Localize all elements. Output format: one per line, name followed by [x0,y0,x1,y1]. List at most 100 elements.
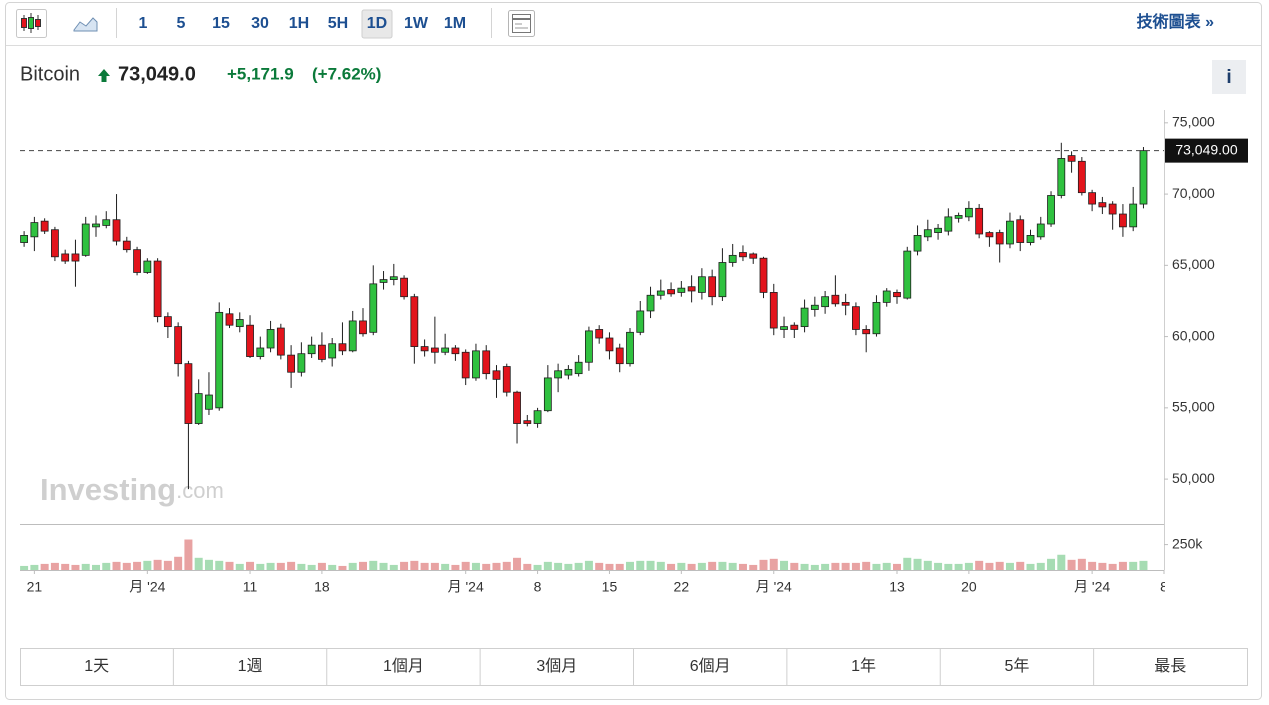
last-price: 73,049.0 [118,63,196,85]
volume-bar [338,565,347,570]
interval-button[interactable]: 15 [212,15,230,32]
candle-body [297,353,306,373]
candle-body [502,366,511,393]
volume-bar [30,564,39,570]
range-button[interactable]: 1天 [84,658,109,675]
candle-body [923,229,932,238]
info-icon[interactable]: i [1226,67,1231,88]
x-tick-label: 22 [674,579,690,595]
volume-bar [81,563,90,570]
interval-button[interactable]: 5H [328,15,348,32]
volume-bar [780,560,789,570]
volume-bar [882,562,891,570]
interval-button[interactable]: 1D [367,15,387,32]
technical-chart-link[interactable]: 技術圖表 » [1137,12,1214,31]
volume-bar [184,539,193,570]
range-button[interactable]: 最長 [1154,657,1186,675]
range-button[interactable]: 5年 [1004,657,1029,675]
volume-bar [1047,558,1056,570]
candle-body [656,290,665,296]
candle-body [533,410,542,424]
volume-bar [389,564,398,570]
volume-bar [810,564,819,570]
volume-bar [708,561,717,570]
candle-body [728,254,737,263]
range-button[interactable]: 1個月 [383,657,424,675]
candle-body [944,216,953,232]
volume-bar [995,561,1004,570]
interval-active-bg[interactable] [361,9,393,39]
interval-button[interactable]: 30 [251,15,269,32]
info-button[interactable] [1212,60,1246,94]
volume-bar [379,562,388,570]
table-tool[interactable] [508,10,535,37]
watermark: Investing.com [40,472,224,507]
candle-body [1026,235,1035,243]
range-button[interactable]: 1年 [851,657,876,675]
interval-button[interactable]: 1 [139,15,148,32]
candle-body [492,370,501,380]
volume-bar [831,562,840,570]
range-button[interactable]: 3個月 [536,657,577,675]
interval-button[interactable]: 1M [444,15,466,32]
icon-part [21,18,27,28]
range-button[interactable]: 6個月 [690,657,731,675]
candle-body [759,257,768,293]
candle-body [441,347,450,353]
volume-bar [964,562,973,570]
watermark-brand: Investing [40,472,176,507]
candle-body [954,215,963,219]
interval-button[interactable]: 1W [404,15,429,32]
volume-bar [574,562,583,570]
volume-bar [133,561,142,570]
interval-buttons: 1 5 15 30 1H 5H 1D 1W 1M [139,9,466,39]
volume-bar [1129,561,1138,570]
volume-bar [934,562,943,570]
price-change-percent: (+7.62%) [312,64,381,83]
volume-bar [790,562,799,570]
volume-bar [738,563,747,570]
volume-bar [749,564,758,570]
candle-body [163,316,172,328]
candle-body [482,350,491,375]
candle-body [708,276,717,298]
candle-body [194,393,203,424]
volume-bar [307,564,316,570]
range-button[interactable]: 1週 [238,657,263,675]
interval-button[interactable]: 5 [177,15,186,32]
interval-button[interactable]: 1H [289,15,309,32]
volume-bar [851,562,860,570]
volume-bar [471,562,480,570]
volume-bar [759,559,768,570]
candle-body [122,240,131,251]
candle-body [246,324,254,357]
x-tick-label: 8 [1160,579,1168,595]
volume-bar [348,562,357,570]
volume-bar [369,560,378,570]
volume-tick-label: 250k [1172,535,1203,551]
volume-bar [420,562,429,570]
candle-body [513,391,521,424]
candle-body [585,330,593,363]
candle-body [1119,213,1127,228]
volume-bar [20,565,29,570]
volume-bar [122,562,131,570]
candle-body [554,370,563,379]
volume-bar [143,560,152,570]
volume-bar [174,556,183,570]
x-tick-label: 8 [534,579,542,595]
icon-part [73,17,98,32]
candle-body [615,347,624,365]
line-tool[interactable] [73,17,98,32]
candle-body [420,346,429,352]
last-price-badge [1165,138,1248,163]
volume-bar [328,564,337,570]
candles-tool[interactable] [16,9,47,38]
volume-bar [225,561,234,570]
x-tick-label: 月 '24 [129,579,165,595]
volume-bar [1016,561,1025,570]
candle-body [389,276,398,280]
volume-bar [1067,559,1076,570]
candle-body [831,294,840,305]
